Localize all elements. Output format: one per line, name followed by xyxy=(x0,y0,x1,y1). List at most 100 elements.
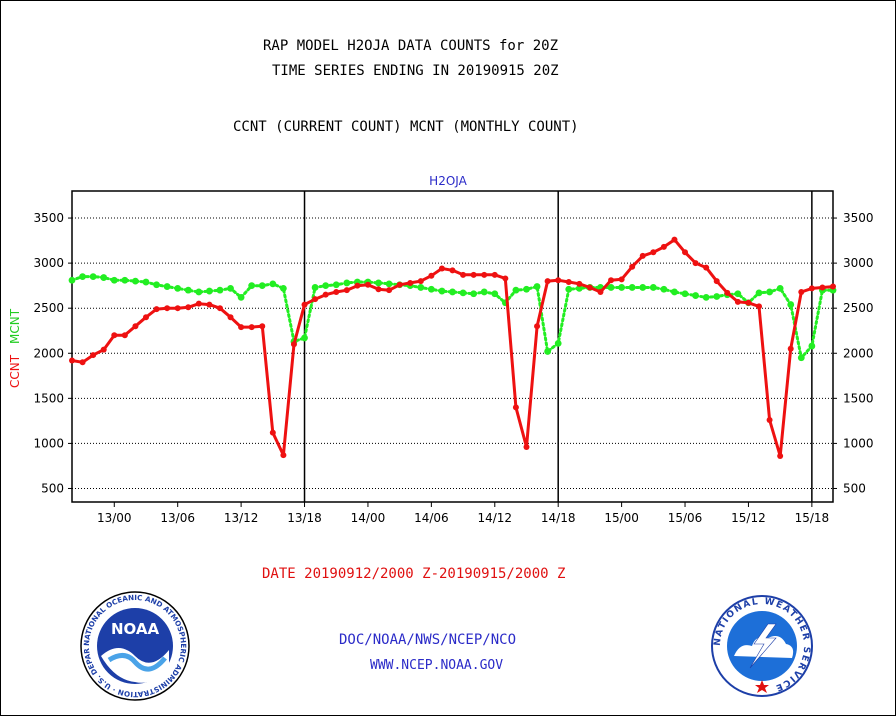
data-point-mcnt xyxy=(195,288,203,296)
data-point-ccnt xyxy=(618,276,625,283)
chart-title-line-2: TIME SERIES ENDING IN 20190915 20Z xyxy=(272,63,559,79)
nws-logo: NATIONAL WEATHER SERVICE xyxy=(711,595,813,697)
data-point-ccnt xyxy=(629,263,636,270)
data-point-ccnt xyxy=(703,264,710,271)
x-tick-label: 14/12 xyxy=(477,511,512,525)
x-tick-label: 15/00 xyxy=(604,511,639,525)
data-point-mcnt xyxy=(163,283,171,290)
data-point-ccnt xyxy=(142,314,149,321)
data-point-ccnt xyxy=(269,429,276,436)
data-point-ccnt xyxy=(460,271,467,278)
data-point-mcnt xyxy=(554,339,562,347)
data-point-ccnt xyxy=(470,271,477,278)
data-point-ccnt xyxy=(312,296,319,303)
data-point-mcnt xyxy=(713,293,721,300)
data-point-ccnt xyxy=(386,287,393,294)
y-tick-label-right: 2500 xyxy=(843,301,874,315)
data-point-ccnt xyxy=(734,298,741,305)
data-point-mcnt xyxy=(702,293,710,301)
data-point-ccnt xyxy=(682,249,689,256)
data-point-ccnt xyxy=(808,285,815,292)
data-point-ccnt xyxy=(174,305,181,312)
data-point-ccnt xyxy=(185,304,192,311)
data-point-mcnt xyxy=(776,284,784,292)
data-point-mcnt xyxy=(639,284,647,291)
data-point-mcnt xyxy=(459,289,467,297)
x-tick-label: 13/12 xyxy=(224,511,259,525)
data-point-ccnt xyxy=(322,291,329,298)
data-point-ccnt xyxy=(428,272,435,279)
data-point-mcnt xyxy=(628,284,636,291)
y-tick-label-left: 3500 xyxy=(33,211,64,225)
data-point-mcnt xyxy=(618,284,626,291)
y-axis-label-ccnt: CCNT xyxy=(8,354,22,388)
data-point-ccnt xyxy=(100,346,107,353)
data-point-ccnt xyxy=(586,284,593,291)
y-tick-label-left: 2500 xyxy=(33,301,64,315)
data-point-ccnt xyxy=(333,288,340,295)
data-point-ccnt xyxy=(819,284,826,291)
data-point-ccnt xyxy=(608,277,615,284)
data-point-mcnt xyxy=(227,284,234,292)
data-point-ccnt xyxy=(555,277,562,284)
data-point-ccnt xyxy=(745,299,752,306)
y-tick-label-left: 1500 xyxy=(33,391,64,405)
data-point-ccnt xyxy=(481,271,488,278)
data-point-ccnt xyxy=(111,332,118,339)
x-tick-label: 13/00 xyxy=(97,511,132,525)
chart-title-line-1: RAP MODEL H2OJA DATA COUNTS for 20Z xyxy=(263,38,559,54)
data-point-mcnt xyxy=(449,288,456,296)
x-tick-label: 15/18 xyxy=(795,511,830,525)
data-point-mcnt xyxy=(279,284,287,292)
data-point-ccnt xyxy=(449,267,456,274)
data-point-ccnt xyxy=(375,286,382,293)
y-tick-label-right: 500 xyxy=(843,481,866,495)
y-tick-label-right: 1000 xyxy=(843,436,874,450)
data-point-mcnt xyxy=(121,276,129,284)
data-point-mcnt xyxy=(132,277,139,285)
data-point-mcnt xyxy=(79,273,86,281)
data-point-mcnt xyxy=(301,334,308,342)
tick-labels: 500 500 1000 1000 1500 1500 2000 2000 2500 2500 30… xyxy=(33,211,873,525)
data-point-ccnt xyxy=(534,323,541,330)
data-point-mcnt xyxy=(755,289,763,297)
data-point-ccnt xyxy=(692,260,699,267)
data-point-mcnt xyxy=(174,284,182,292)
x-tick-label: 13/18 xyxy=(287,511,322,525)
x-tick-label: 15/12 xyxy=(731,511,766,525)
data-point-mcnt xyxy=(343,279,351,287)
x-tick-label: 14/06 xyxy=(414,511,449,525)
grid-lines xyxy=(72,217,833,489)
y-tick-label-left: 1000 xyxy=(33,436,64,450)
axes xyxy=(68,190,837,507)
y-tick-label-left: 3000 xyxy=(33,256,64,270)
data-point-mcnt xyxy=(523,285,530,293)
data-point-mcnt xyxy=(766,288,773,296)
data-point-ccnt xyxy=(69,357,75,364)
data-point-ccnt xyxy=(724,289,731,296)
data-point-ccnt xyxy=(502,275,509,282)
data-point-ccnt xyxy=(153,306,160,313)
data-point-mcnt xyxy=(787,301,795,308)
data-point-mcnt xyxy=(100,274,108,281)
x-tick-label: 15/06 xyxy=(668,511,703,525)
data-point-ccnt xyxy=(576,280,583,287)
data-point-mcnt xyxy=(797,354,805,362)
data-point-mcnt xyxy=(438,287,446,295)
data-point-ccnt xyxy=(597,288,604,295)
data-point-ccnt xyxy=(301,301,308,308)
data-point-ccnt xyxy=(650,249,657,256)
data-point-ccnt xyxy=(671,236,678,243)
plot-border xyxy=(71,190,834,503)
data-point-mcnt xyxy=(512,286,520,294)
data-point-ccnt xyxy=(660,243,667,250)
data-point-ccnt xyxy=(290,341,297,348)
data-point-ccnt xyxy=(417,278,424,285)
data-point-ccnt xyxy=(639,252,646,259)
data-point-ccnt xyxy=(227,314,234,321)
data-point-ccnt xyxy=(343,287,350,294)
data-point-ccnt xyxy=(280,452,287,459)
data-point-ccnt xyxy=(438,265,445,272)
data-point-mcnt xyxy=(491,290,499,298)
website-label: WWW.NCEP.NOAA.GOV xyxy=(370,658,504,673)
